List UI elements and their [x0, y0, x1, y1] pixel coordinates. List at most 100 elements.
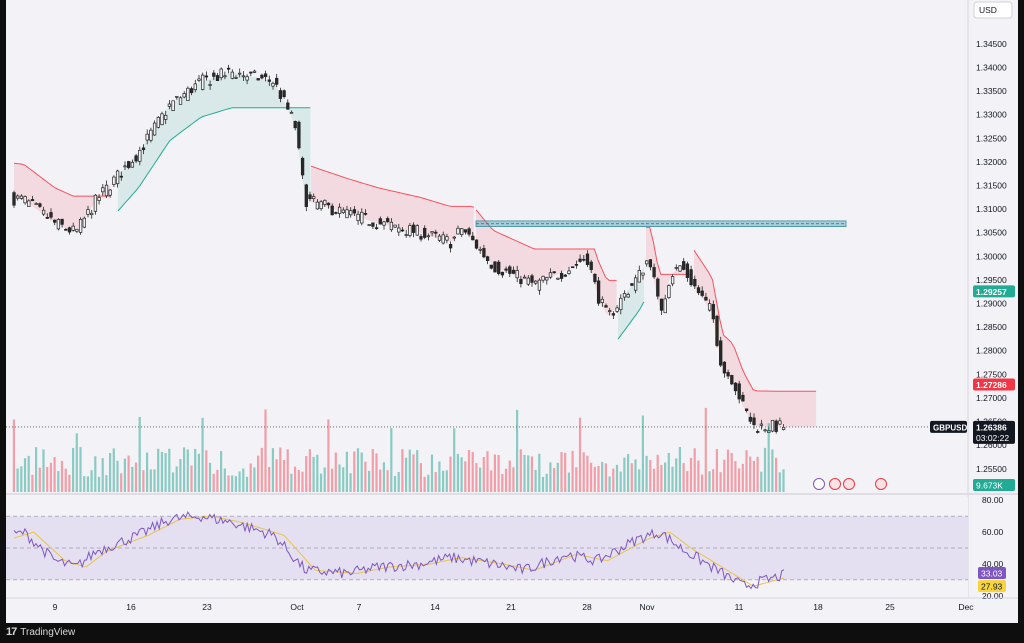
candle: [374, 223, 379, 230]
volume-bar: [760, 471, 763, 492]
volume-bar: [641, 415, 644, 492]
candle: [352, 206, 357, 216]
candle: [526, 275, 530, 286]
candle-body: [511, 269, 516, 274]
candle: [64, 228, 68, 231]
candle-body: [471, 235, 475, 241]
candle: [445, 233, 449, 244]
candle-body: [345, 209, 349, 219]
candle-body: [707, 303, 712, 311]
trailing-stop-line-5: [646, 226, 691, 275]
volume-bar: [20, 466, 23, 492]
volume-bar: [516, 409, 519, 492]
support-price-tag: 1.29257: [976, 287, 1007, 297]
candle-body: [397, 227, 401, 233]
rsi-pane[interactable]: [6, 497, 968, 597]
candle-body: [519, 278, 523, 284]
candle-body: [571, 266, 575, 269]
candle-body: [408, 225, 412, 236]
candle-body: [415, 225, 419, 236]
candle: [467, 226, 471, 237]
candle: [275, 73, 279, 88]
candle-body: [526, 277, 530, 285]
chart-canvas[interactable]: 1.34500 1.34000 1.33500 1.33000 1.32500 1.320…: [6, 0, 1018, 623]
candle-body: [552, 271, 556, 274]
candle-body: [730, 375, 734, 385]
candle: [556, 277, 560, 280]
volume-bar: [701, 474, 704, 492]
candle-body: [448, 244, 453, 249]
candle: [230, 69, 234, 80]
candle-body: [30, 199, 35, 202]
rsi-tick-label: 20.00: [982, 591, 1004, 601]
candle: [223, 71, 227, 80]
volume-bar: [179, 459, 182, 492]
candle-body: [637, 269, 641, 283]
volume-bar: [449, 456, 452, 492]
candle: [300, 156, 305, 179]
candle-body: [315, 201, 320, 210]
volume-bar: [35, 447, 38, 492]
volume-bar: [416, 450, 419, 492]
candle: [559, 270, 564, 282]
candle-body: [474, 239, 479, 249]
candle-body: [778, 420, 782, 425]
candle: [208, 80, 212, 90]
candle-body: [41, 209, 46, 215]
candle-body: [304, 184, 308, 207]
candle: [297, 120, 301, 150]
candle: [160, 111, 164, 126]
volume-bar: [168, 448, 171, 492]
volume-bar: [105, 475, 108, 492]
candle-body: [726, 372, 730, 377]
candle-body: [53, 219, 57, 223]
volume-bar: [534, 469, 537, 492]
price-axis[interactable]: 1.34500 1.34000 1.33500 1.33000 1.32500 1.320…: [930, 1, 1015, 601]
candle-body: [67, 227, 72, 233]
candle: [744, 408, 749, 413]
candle: [400, 227, 405, 232]
candle-body: [90, 212, 94, 216]
candle: [767, 427, 771, 433]
candle: [152, 120, 157, 136]
trailing-stop-fill-3: [476, 209, 617, 316]
candle-body: [478, 248, 482, 251]
volume-bar: [708, 471, 711, 492]
candle-body: [604, 305, 608, 308]
volume-bar: [490, 470, 493, 492]
symbol-tag-bg: [930, 420, 967, 433]
candle: [30, 195, 35, 202]
candle-body: [589, 261, 593, 270]
time-axis[interactable]: 9 16 23 Oct 7 14 21 28 Nov 11 18 25 Dec: [6, 597, 1018, 612]
candle: [622, 290, 627, 301]
candle: [282, 89, 286, 99]
candle-body: [463, 229, 468, 233]
candle: [93, 193, 98, 215]
symbol-tag: GBPUSD: [933, 423, 967, 432]
candle-body: [426, 235, 431, 238]
price-tick-label: 1.33500: [976, 86, 1007, 96]
event-markers[interactable]: [813, 478, 887, 490]
candle-body: [260, 74, 264, 79]
volume-bar: [497, 454, 500, 492]
volume-bar: [778, 472, 781, 492]
volume-bar: [271, 448, 274, 492]
price-pane[interactable]: [6, 0, 1018, 597]
tradingview-logo[interactable]: 17 TradingView: [6, 626, 75, 638]
volume-bar: [201, 417, 204, 492]
candle: [519, 275, 523, 288]
volume-bar: [475, 463, 478, 492]
candle: [193, 79, 197, 93]
volume-bar: [323, 467, 326, 492]
candle-body: [530, 275, 534, 283]
volume-bar: [305, 456, 308, 492]
candle: [175, 95, 179, 100]
volume-bar: [227, 475, 230, 492]
time-tick-label: 14: [430, 602, 440, 612]
volume-bar: [593, 466, 596, 492]
candle-body: [352, 209, 357, 214]
candle-body: [289, 111, 294, 114]
volume-bar: [627, 454, 630, 492]
volume-tag: 9.673K: [976, 481, 1003, 491]
candle-body: [119, 175, 123, 178]
